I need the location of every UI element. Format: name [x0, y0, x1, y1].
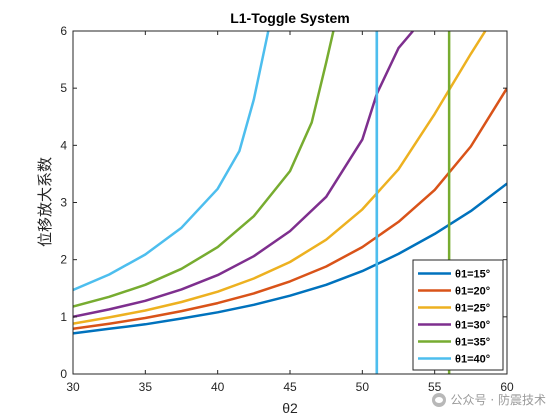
series-line-2	[73, 87, 507, 331]
wechat-icon	[431, 392, 446, 407]
legend-label-6: θ1=40°	[455, 354, 490, 366]
legend-label-2: θ1=20°	[455, 286, 490, 298]
legend-label-4: θ1=30°	[455, 320, 490, 332]
x-tick-label: 55	[428, 380, 442, 394]
watermark: 公众号 · 防震技术	[431, 391, 546, 408]
x-tick-label: 60	[500, 380, 514, 394]
y-tick-label: 4	[60, 138, 67, 152]
legend: θ1=15° θ1=20° θ1=25° θ1=30° θ1=35° θ1=40°	[412, 259, 504, 371]
legend-box	[412, 259, 504, 371]
legend-label-1: θ1=15°	[455, 269, 490, 281]
series-line-5	[73, 31, 335, 308]
x-tick-label: 50	[356, 380, 370, 394]
x-tick-label: 30	[66, 380, 80, 394]
x-tick-label: 35	[139, 380, 153, 394]
series-line-3	[73, 31, 487, 325]
y-axis-label: 位移放大系数	[36, 157, 54, 247]
y-tick-label: 2	[60, 253, 67, 267]
y-tick-label: 6	[60, 24, 67, 38]
x-tick-label: 45	[283, 380, 297, 394]
chart-title: L1-Toggle System	[230, 10, 350, 26]
y-tick-label: 1	[60, 310, 67, 324]
y-tick-label: 3	[60, 196, 67, 210]
series-line-4	[73, 31, 414, 319]
x-tick-label: 40	[211, 380, 225, 394]
y-tick-label: 0	[60, 367, 67, 381]
series-line-6	[73, 31, 270, 292]
x-axis-label: θ2	[282, 400, 298, 416]
watermark-text: 公众号 · 防震技术	[450, 393, 546, 407]
series-line-1	[73, 182, 507, 335]
legend-label-3: θ1=25°	[455, 303, 490, 315]
legend-label-5: θ1=35°	[455, 337, 490, 349]
y-tick-label: 5	[60, 81, 67, 95]
